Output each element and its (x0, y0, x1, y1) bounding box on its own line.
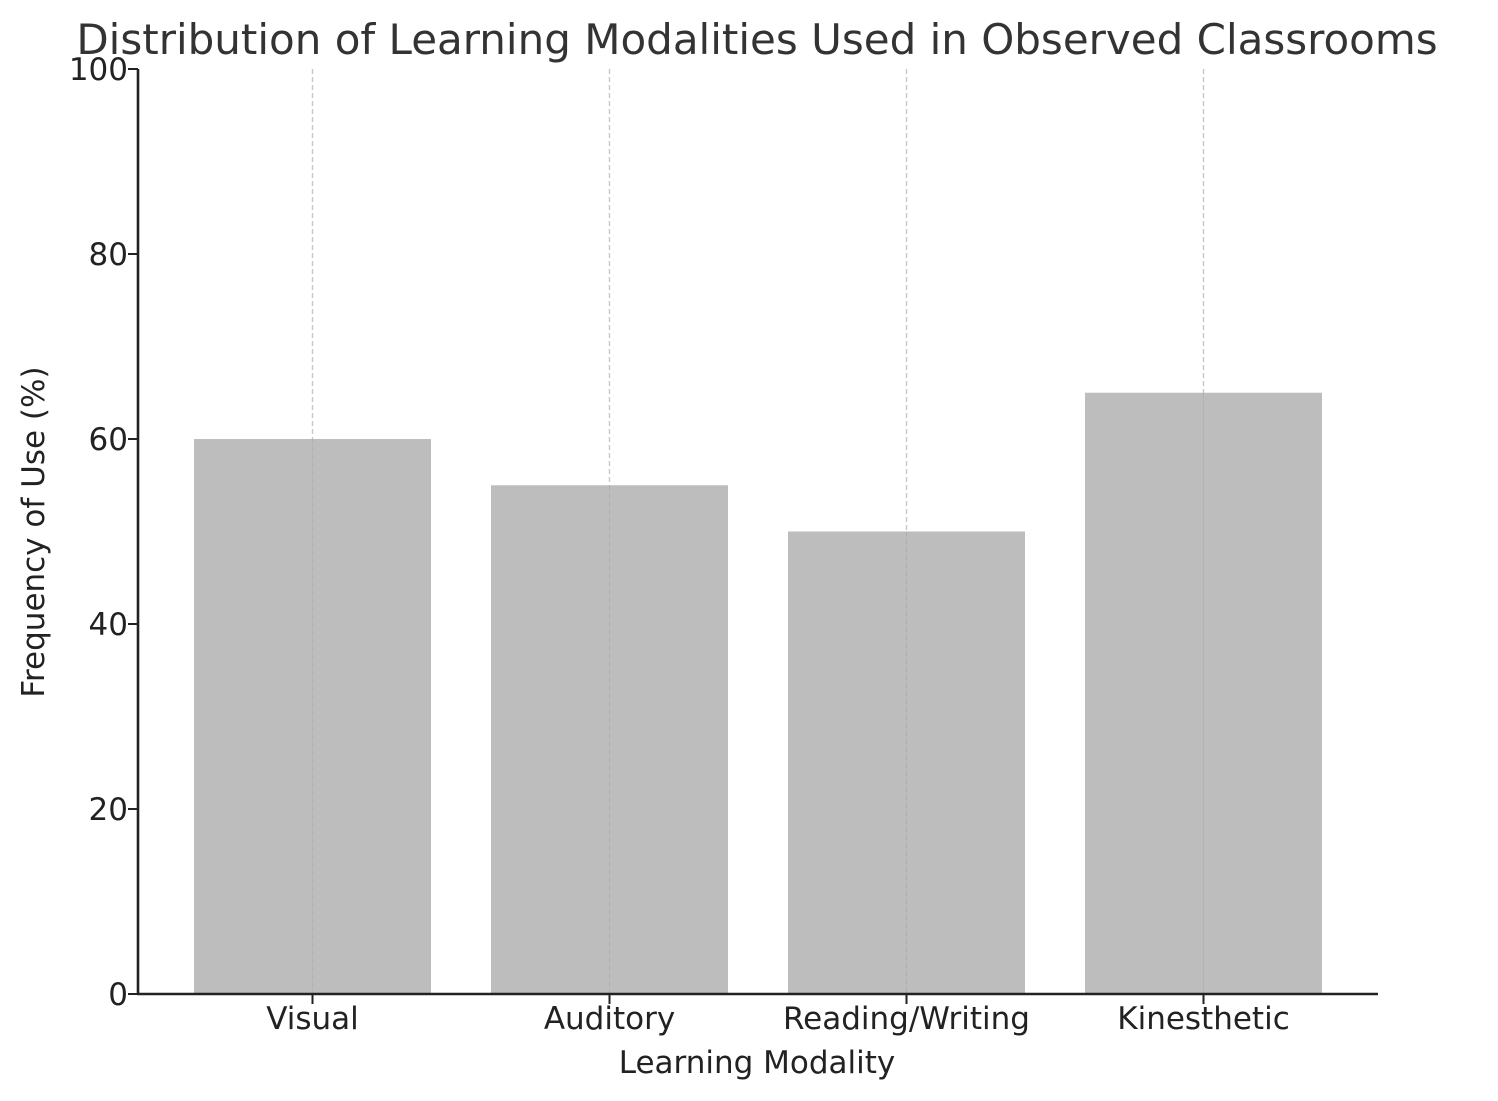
y-tick-label: 80 (89, 237, 128, 273)
x-axis-label: Learning Modality (619, 1045, 896, 1081)
y-tick-label: 20 (89, 792, 128, 828)
grid-lines (311, 69, 1205, 994)
x-ticks: Visual Auditory Reading/Writing Kinesthetic (266, 994, 1290, 1037)
y-axis-label: Frequency of Use (%) (16, 366, 52, 697)
chart-title: Distribution of Learning Modalities Used… (76, 15, 1437, 64)
x-tick-label: Reading/Writing (783, 1001, 1030, 1037)
y-ticks: 0 20 40 60 80 100 (69, 52, 138, 1013)
x-tick-label: Kinesthetic (1117, 1001, 1290, 1037)
y-tick-label: 40 (89, 607, 128, 643)
x-tick-label: Auditory (544, 1001, 675, 1037)
axes (136, 69, 1378, 996)
y-tick-label: 100 (69, 52, 128, 88)
bars (194, 392, 1322, 994)
y-tick-label: 0 (108, 977, 128, 1013)
y-tick-label: 60 (89, 422, 128, 458)
x-tick-label: Visual (266, 1001, 359, 1037)
